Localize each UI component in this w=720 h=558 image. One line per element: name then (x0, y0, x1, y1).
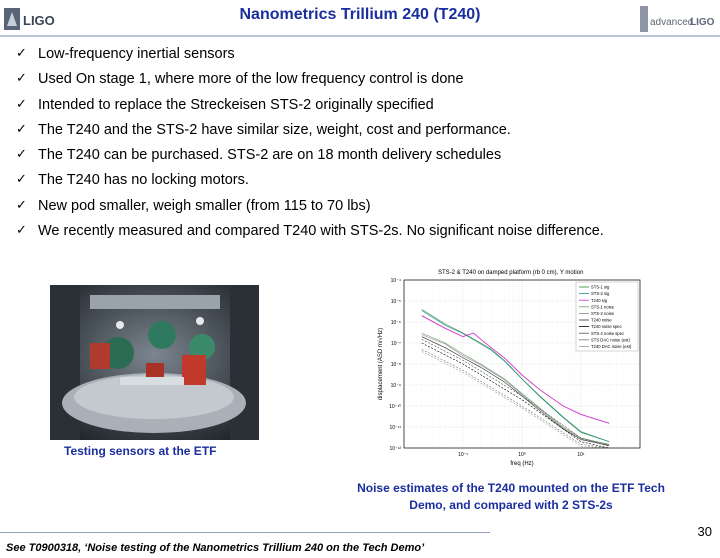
check-icon: ✓ (16, 46, 27, 61)
photo-caption: Testing sensors at the ETF (64, 444, 217, 458)
check-icon: ✓ (16, 197, 27, 213)
y-tick-label: 10⁻¹² (389, 446, 401, 452)
chart-xlabel: freq (Hz) (510, 461, 533, 467)
check-icon: ✓ (16, 121, 27, 137)
x-tick-label: 10⁰ (518, 452, 526, 458)
y-tick-label: 10⁻⁴ (391, 278, 401, 284)
bullet-item: ✓ Intended to replace the Streckeisen STS… (16, 94, 716, 119)
y-tick-label: 10⁻⁵ (391, 299, 401, 305)
y-tick-label: 10⁻⁹ (391, 383, 401, 389)
legend-entry: STS-2 noise (591, 311, 615, 316)
footer-divider (0, 532, 490, 533)
check-icon: ✓ (16, 223, 27, 239)
check-icon: ✓ (16, 147, 27, 163)
y-tick-label: 10⁻⁷ (391, 341, 401, 347)
legend-entry: STS-2 noise spec (591, 331, 624, 336)
bullet-item: ✓ We recently measured and compared T240 … (16, 220, 716, 245)
slide-title: Nanometrics Trillium 240 (T240) (239, 6, 481, 23)
ligo-logo-icon: LIGO (4, 8, 55, 30)
legend-entry: T240 noise (591, 318, 612, 323)
series-line (421, 309, 610, 442)
legend-entry: T240 noise spec (591, 324, 622, 329)
svg-text:advanced: advanced (650, 17, 693, 28)
bullet-item: ✓ The T240 and the STS-2 have similar siz… (16, 119, 716, 144)
series-line (421, 310, 610, 442)
bullet-item: ✓ Used On stage 1, where more of the low … (16, 68, 716, 93)
check-icon: ✓ (16, 71, 27, 87)
y-tick-label: 10⁻⁶ (391, 320, 401, 326)
chart-title: STS-2 & T240 on damped platform (rb 0 cm… (438, 270, 583, 276)
series-line (421, 339, 610, 447)
advanced-ligo-logo-icon: advanced LIGO (640, 6, 715, 32)
y-tick-label: 10⁻⁸ (391, 362, 401, 368)
bullet-item: ✓ The T240 can be purchased. STS-2 are on… (16, 144, 716, 169)
noise-chart: STS-2 & T240 on damped platform (rb 0 cm… (364, 262, 668, 468)
series-line (421, 342, 610, 449)
legend-entry: T240 sig (591, 298, 608, 303)
reference-note: See T0900318, ‘Noise testing of the Nano… (6, 542, 425, 554)
chart-caption: Noise estimates of the T240 mounted on t… (357, 481, 665, 512)
legend-entry: STS DAC noise (est) (591, 337, 630, 342)
check-icon: ✓ (16, 96, 27, 112)
series-line (421, 336, 610, 446)
series-line (421, 334, 610, 446)
series-line (421, 332, 610, 445)
chart-ylabel: displacement (ASD m/√Hz) (377, 328, 384, 400)
legend-entry: STS-1 sig (591, 285, 610, 290)
header-divider (0, 35, 720, 37)
y-tick-label: 10⁻¹¹ (389, 425, 401, 431)
legend-entry: STS-2 sig (591, 291, 610, 296)
legend-entry: STS-1 noise (591, 304, 615, 309)
page-number: 30 (697, 524, 712, 539)
bullet-item: ✓ The T240 has no locking motors. (16, 169, 716, 194)
y-tick-label: 10⁻¹⁰ (389, 404, 401, 410)
check-icon: ✓ (16, 172, 27, 188)
bullet-item: ✓ New pod smaller, weigh smaller (from 11… (16, 195, 716, 220)
legend-entry: T240 DAC noise (est) (591, 344, 632, 349)
x-tick-label: 10⁻¹ (458, 452, 468, 458)
slide-header: LIGO Nanometrics Trillium 240 (T240) adv… (0, 0, 720, 37)
svg-text:LIGO: LIGO (23, 13, 55, 28)
x-tick-label: 10¹ (577, 452, 585, 458)
bullet-list: ✓ Low-frequency inertial sensors ✓ Used On… (16, 43, 716, 245)
series-line (421, 315, 610, 424)
bullet-item: ✓ Low-frequency inertial sensors (16, 43, 716, 68)
svg-text:LIGO: LIGO (690, 17, 715, 28)
sensor-photo (50, 285, 259, 440)
